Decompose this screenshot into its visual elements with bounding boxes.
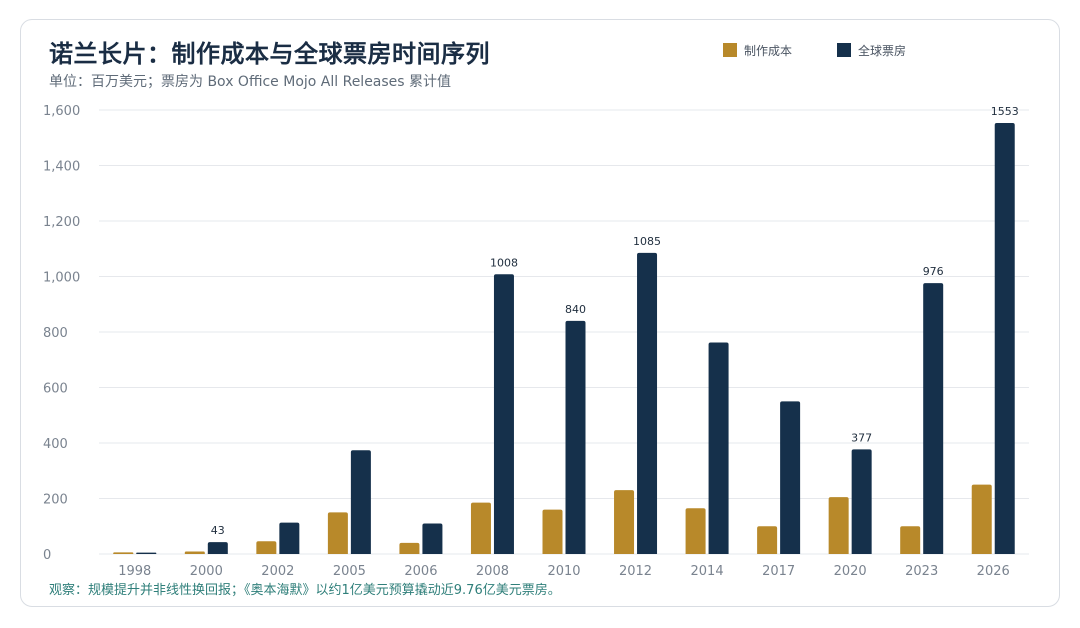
bar-budget [542,509,563,554]
bar-gross [493,274,514,554]
legend-label-budget: 制作成本 [744,43,793,58]
chart-subtitle: 单位：百万美元；票房为 Box Office Mojo All Releases… [49,74,452,90]
bar-gross [780,401,801,554]
x-tick-label: 2012 [619,564,652,579]
bar-gross [136,552,157,554]
bar-budget [757,526,778,554]
data-label: 1553 [991,105,1019,118]
x-tick-label: 2026 [977,564,1010,579]
x-tick-label: 2017 [762,564,795,579]
y-tick-label: 600 [43,382,68,397]
bar-budget [327,512,348,554]
x-tick-label: 2020 [834,564,867,579]
bar-budget [971,484,992,554]
legend-label-gross: 全球票房 [858,43,907,58]
data-label: 43 [211,524,225,537]
data-label: 1008 [490,256,518,269]
bar-chart: 0 200 400 600 800 1,000 1,200 1,400 1,600 1998 200… [43,104,1029,579]
x-tick-label: 1998 [118,564,151,579]
bar-gross [708,342,729,554]
legend-item-gross: 全球票房 [837,41,906,59]
bar-budget [399,542,420,554]
x-tick-label: 2014 [691,564,724,579]
bar-budget [685,508,706,554]
bar-budget [256,541,277,554]
bar-gross [637,252,658,554]
chart-card: 诺兰长片：制作成本与全球票房时间序列 单位：百万美元；票房为 Box Offic… [20,19,1060,607]
chart-title: 诺兰长片：制作成本与全球票房时间序列 [49,40,490,68]
x-tick-label: 2008 [476,564,509,579]
y-tick-label: 800 [43,326,68,341]
y-tick-label: 400 [43,437,68,452]
y-tick-label: 1,200 [43,215,80,230]
bar-budget [614,490,635,554]
bar-gross [279,522,300,554]
data-label: 976 [923,265,944,278]
x-tick-label: 2000 [190,564,223,579]
bar-budget [828,497,849,554]
y-tick-label: 1,600 [43,104,80,119]
bar-gross [565,320,586,554]
chart-footnote: 观察：规模提升并非线性换回报；《奥本海默》以约1亿美元预算撬动近9.76亿美元票… [49,583,561,598]
data-label: 1085 [633,235,661,248]
x-tick-label: 2010 [547,564,580,579]
x-tick-label: 2023 [905,564,938,579]
x-tick-label: 2002 [261,564,294,579]
data-label: 377 [851,431,872,444]
y-tick-label: 1,000 [43,271,80,286]
legend-swatch-gross [837,43,851,57]
bar-gross [994,123,1015,554]
legend-swatch-budget [723,43,737,57]
y-tick-label: 1,400 [43,160,80,175]
x-tick-label: 2005 [333,564,366,579]
legend-item-budget: 制作成本 [723,41,792,59]
y-tick-label: 200 [43,493,68,508]
bar-budget [900,526,921,554]
bar-budget [113,552,134,554]
bar-budget [470,502,491,554]
bar-gross [350,450,371,554]
y-tick-label: 0 [43,548,51,563]
data-label: 840 [565,303,586,316]
bar-gross [422,523,443,554]
bar-gross [207,542,228,554]
x-tick-label: 2006 [404,564,437,579]
bar-gross [851,449,872,554]
bar-gross [923,283,944,554]
bar-budget [184,551,205,554]
